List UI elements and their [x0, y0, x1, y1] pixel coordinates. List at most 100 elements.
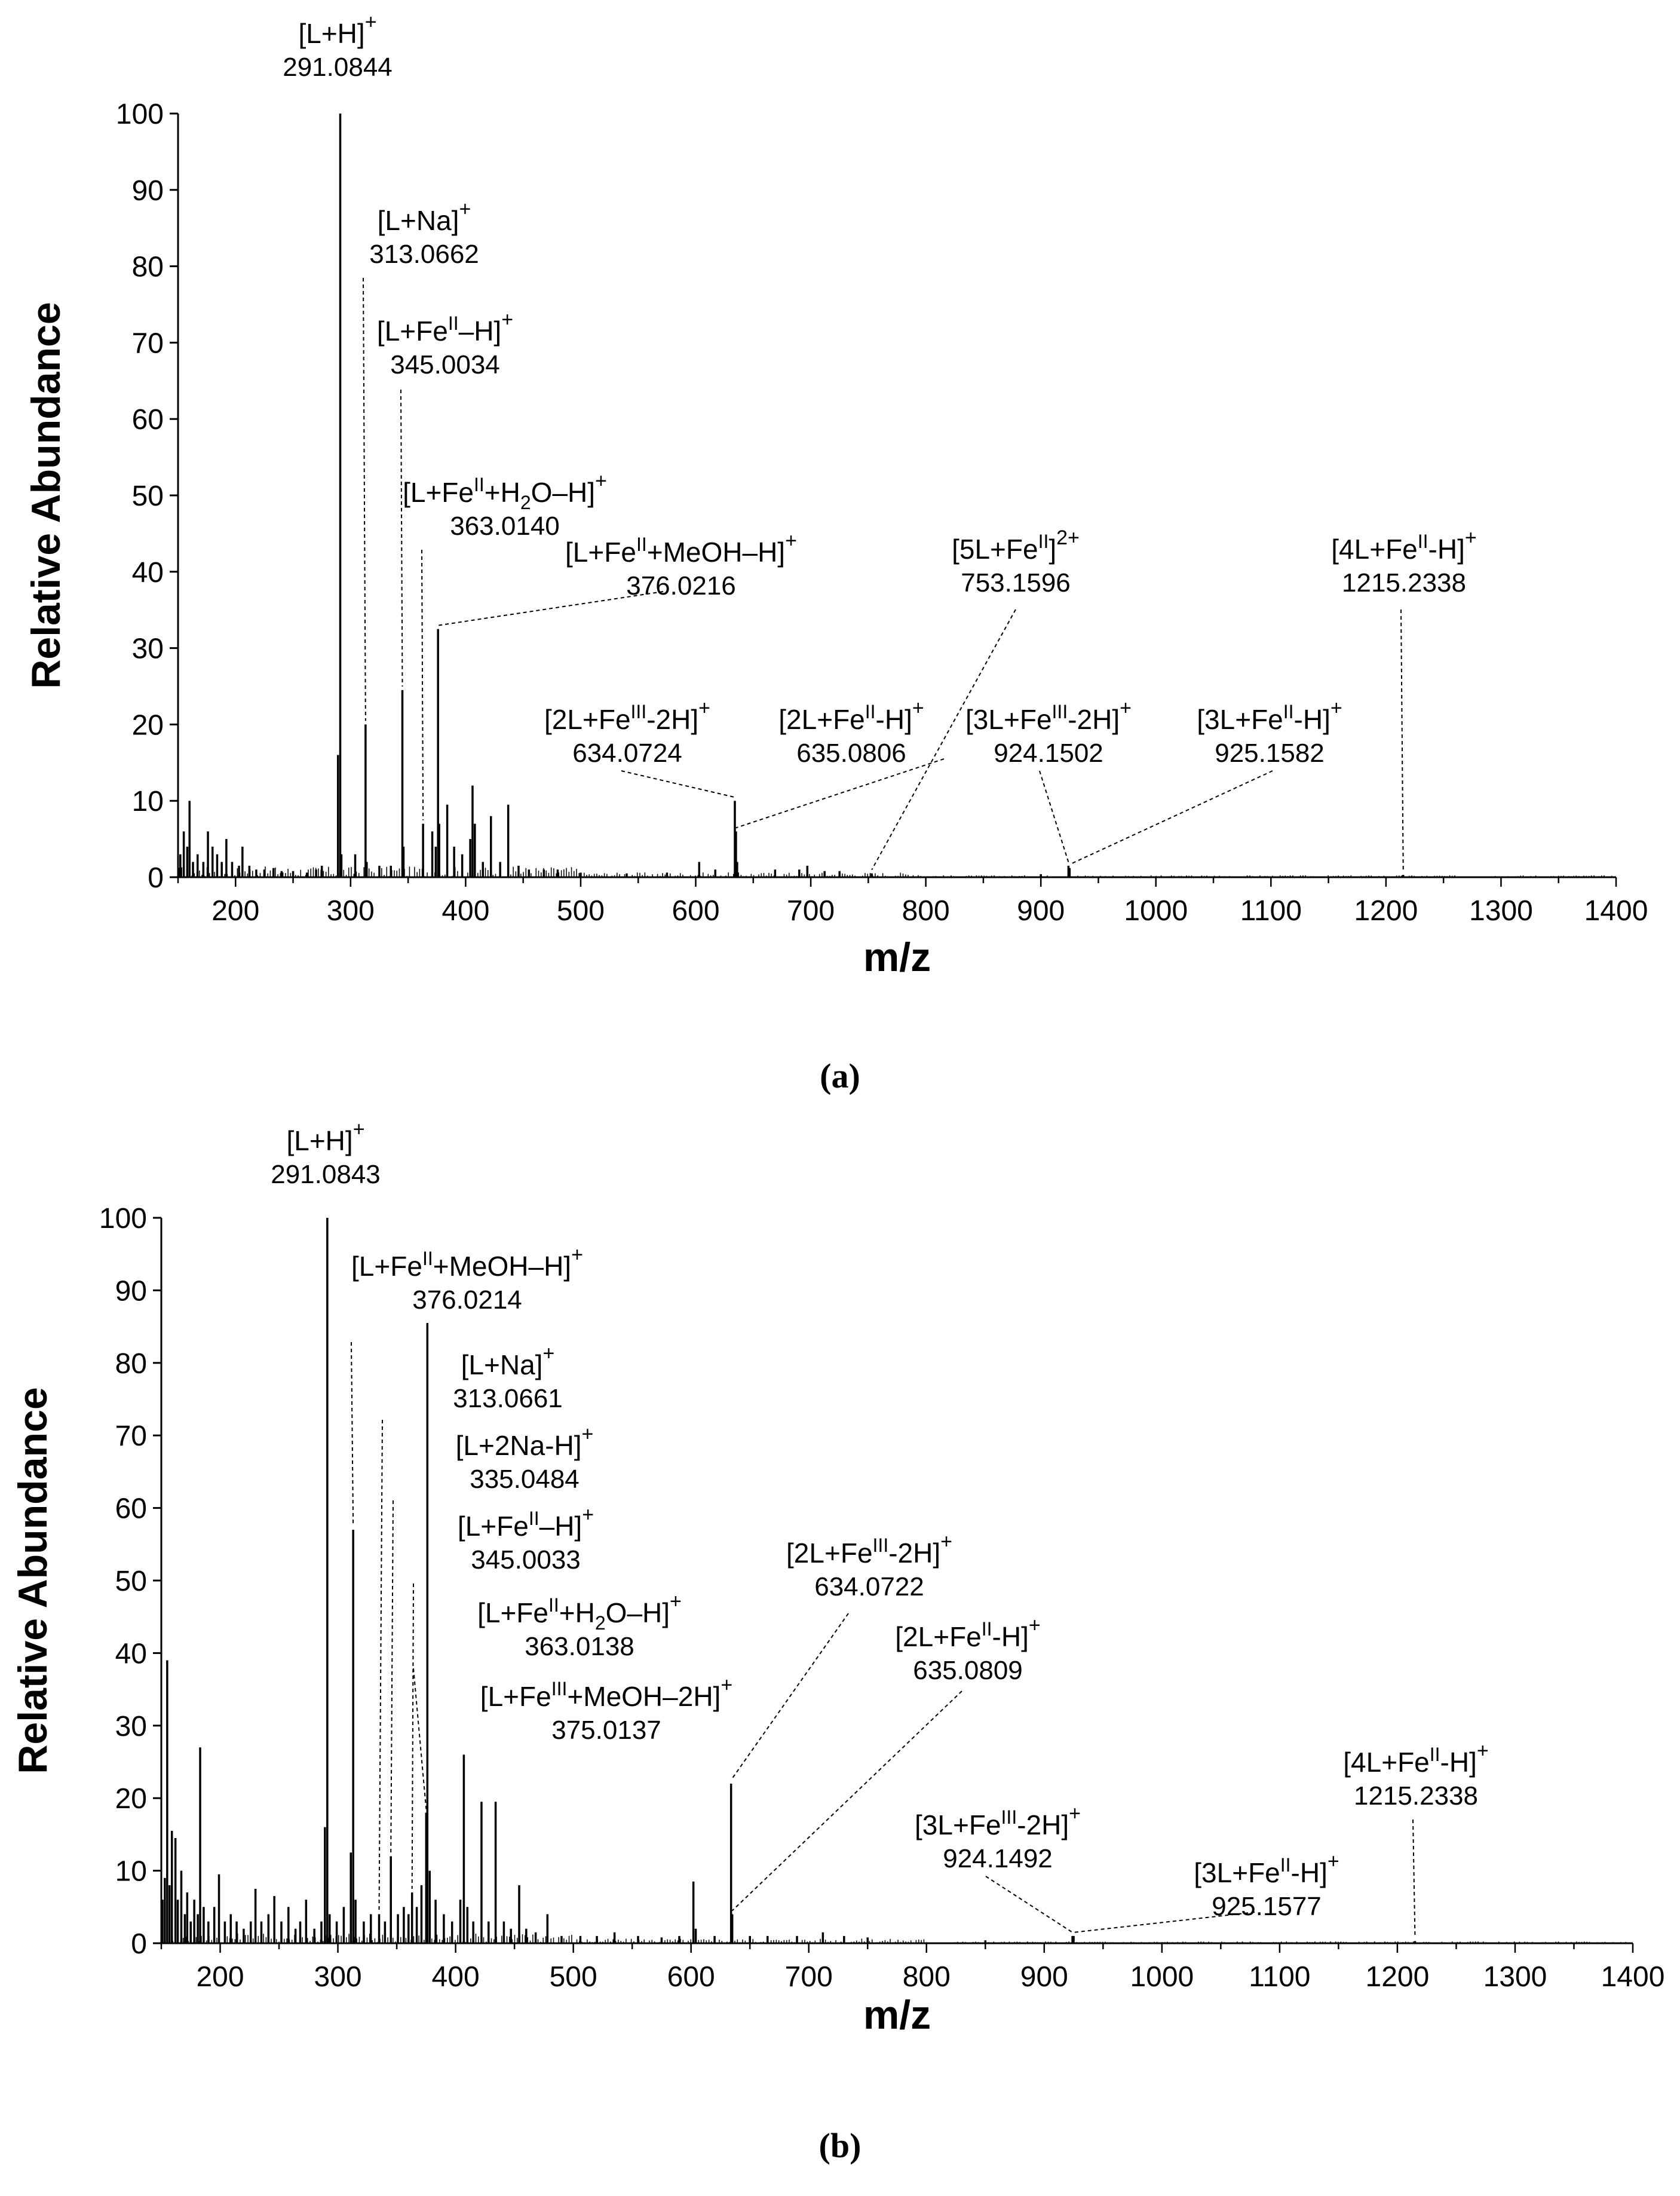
x-axis-title: m/z [863, 935, 931, 980]
ion-formula: [3L+FeIII-2H]+ [965, 697, 1132, 735]
ion-formula: [2L+FeIII-2H]+ [544, 697, 710, 735]
y-tick-label: 40 [115, 1638, 147, 1670]
ion-formula: [L+FeII+MeOH–H]+ [351, 1244, 583, 1282]
ion-formula: [L+Na]+ [378, 198, 471, 236]
annotation-leader [730, 1613, 849, 1781]
ion-formula: [3L+FeII-H]+ [1194, 1850, 1339, 1888]
peak-annotation: [L+FeII+MeOH–H]+376.0216 [438, 529, 797, 626]
x-tick-label: 1200 [1366, 1961, 1430, 1993]
ion-mz-value: 634.0724 [572, 739, 682, 768]
ion-mz-value: 924.1492 [943, 1844, 1053, 1873]
ion-mz-value: 924.1502 [994, 739, 1103, 768]
x-tick-label: 200 [211, 895, 259, 927]
x-tick-label: 1100 [1240, 895, 1302, 927]
ion-mz-value: 335.0484 [470, 1465, 580, 1494]
y-tick-label: 0 [131, 1928, 147, 1960]
ion-mz-value: 1215.2338 [1342, 568, 1466, 598]
ion-formula: [L+FeII–H]+ [377, 308, 513, 347]
y-tick-label: 50 [115, 1566, 147, 1597]
annotation-leader [731, 1690, 962, 1912]
y-tick-label: 0 [148, 862, 164, 894]
ion-formula: [3L+FeIII-2H]+ [915, 1802, 1081, 1840]
annotation-leader [1400, 609, 1404, 872]
annotation-leader [400, 389, 403, 687]
peak-annotation: [3L+FeIII-2H]+ 924.1492 [915, 1802, 1081, 1933]
y-tick-label: 10 [115, 1856, 147, 1888]
annotation-leader [363, 277, 366, 721]
peak-annotation: [L+FeIII+MeOH–2H]+ 375.0137 [413, 1668, 732, 1809]
annotation-leader [421, 549, 424, 820]
peak-annotation: [2L+FeIII-2H]+ 634.0722 [730, 1530, 952, 1781]
ion-mz-value: 753.1596 [961, 568, 1071, 598]
x-tick-label: 300 [327, 895, 375, 927]
y-tick-label: 70 [115, 1420, 147, 1452]
ion-mz-value: 291.0844 [283, 53, 393, 82]
y-tick-label: 50 [132, 480, 164, 512]
ion-formula: [L+FeII–H]+ [458, 1503, 594, 1542]
ion-formula: [2L+FeIII-2H]+ [786, 1530, 952, 1569]
annotation-leader [438, 591, 664, 626]
peak-annotation: [L+FeII+H2O–H]+363.0138 [411, 1583, 682, 1889]
ion-mz-value: 925.1577 [1212, 1892, 1322, 1921]
ion-mz-value: 363.0138 [525, 1632, 634, 1661]
peak-annotation: [5L+FeII]2+753.1596 [871, 526, 1080, 871]
peak-annotation: [3L+FeII-H]+ 925.1582 [1069, 697, 1342, 865]
y-axis-title: Relative Abundance [23, 302, 69, 688]
ion-formula: [4L+FeII-H]+ [1331, 526, 1476, 565]
spectrum-panel-b: 0 10 20 30 40 50 60 70 80 90 100 200 300 400 500 600 700… [10, 1118, 1664, 2165]
x-tick-label: 1000 [1124, 895, 1188, 927]
ion-formula: [2L+FeII-H]+ [895, 1614, 1040, 1652]
ion-mz-value: 376.0216 [626, 571, 736, 601]
peak-annotation: [2L+FeII-H]+ 635.0809 [731, 1614, 1041, 1912]
peak-annotation: [L+2Na-H]+ 335.0484 [378, 1419, 593, 1911]
ion-formula: [L+H]+ [298, 11, 376, 49]
x-tick-label: 1200 [1354, 895, 1418, 927]
y-tick-label: 90 [115, 1275, 147, 1307]
ion-mz-value: 1215.2338 [1354, 1781, 1478, 1811]
peak-annotation: [L+FeII+MeOH–H]+376.0214 [351, 1244, 583, 1315]
panel-caption: (b) [819, 2126, 862, 2165]
ion-mz-value: 345.0034 [390, 350, 500, 379]
y-tick-label: 70 [132, 327, 164, 359]
peak-annotation: [3L+FeII-H]+ 925.1577 [1073, 1850, 1339, 1933]
ion-mz-value: 291.0843 [271, 1160, 381, 1189]
y-tick-label: 80 [132, 252, 164, 283]
spectrum-panel-a: 0 10 20 30 40 50 60 70 80 90 100 200 300 400 500 600 700… [23, 11, 1648, 1095]
x-tick-label: 700 [785, 1961, 833, 1993]
ion-mz-value: 635.0809 [913, 1656, 1023, 1685]
y-tick-label: 30 [132, 633, 164, 665]
y-tick-label: 10 [132, 786, 164, 817]
ion-formula: [2L+FeII-H]+ [778, 697, 924, 735]
x-tick-label: 1400 [1601, 1961, 1665, 1993]
peak-annotation: [L+Na]+ 313.0662 [363, 198, 479, 721]
x-tick-label: 900 [1020, 1961, 1068, 1993]
y-tick-label: 30 [115, 1711, 147, 1742]
peak-annotation: [L+H]+ 291.0843 [271, 1118, 381, 1189]
x-tick-label: 600 [667, 1961, 715, 1993]
ion-formula: [L+FeII+H2O–H]+ [477, 1590, 682, 1634]
peak-annotation: [L+FeII+H2O–H]+363.0140 [403, 470, 607, 820]
x-tick-label: 500 [550, 1961, 597, 1993]
peak-annotation: [4L+FeII-H]+1215.2338 [1343, 1739, 1489, 1938]
x-tick-label: 400 [442, 895, 489, 927]
ion-formula: [4L+FeII-H]+ [1343, 1739, 1488, 1778]
annotation-leader [1069, 770, 1273, 865]
x-tick-label: 1100 [1249, 1961, 1310, 1993]
x-tick-label: 800 [902, 895, 950, 927]
peak-annotation: [L+H]+ 291.0844 [283, 11, 393, 82]
ion-mz-value: 363.0140 [450, 512, 560, 541]
y-tick-label: 60 [115, 1493, 147, 1525]
y-tick-label: 80 [115, 1348, 147, 1380]
x-tick-label: 400 [432, 1961, 480, 1993]
baseline-noise [179, 866, 1615, 877]
annotation-leader [1039, 770, 1069, 863]
y-tick-label: 40 [132, 557, 164, 589]
annotation-leader [871, 609, 1016, 871]
peak-annotation: [L+FeII–H]+345.0033 [390, 1500, 594, 1853]
y-axis-title: Relative Abundance [10, 1387, 56, 1774]
x-tick-label: 300 [314, 1961, 362, 1993]
annotation-leader [985, 1876, 1073, 1933]
x-tick-label: 800 [903, 1961, 951, 1993]
peak-annotation: [2L+FeII-H]+ 635.0806 [735, 697, 945, 829]
